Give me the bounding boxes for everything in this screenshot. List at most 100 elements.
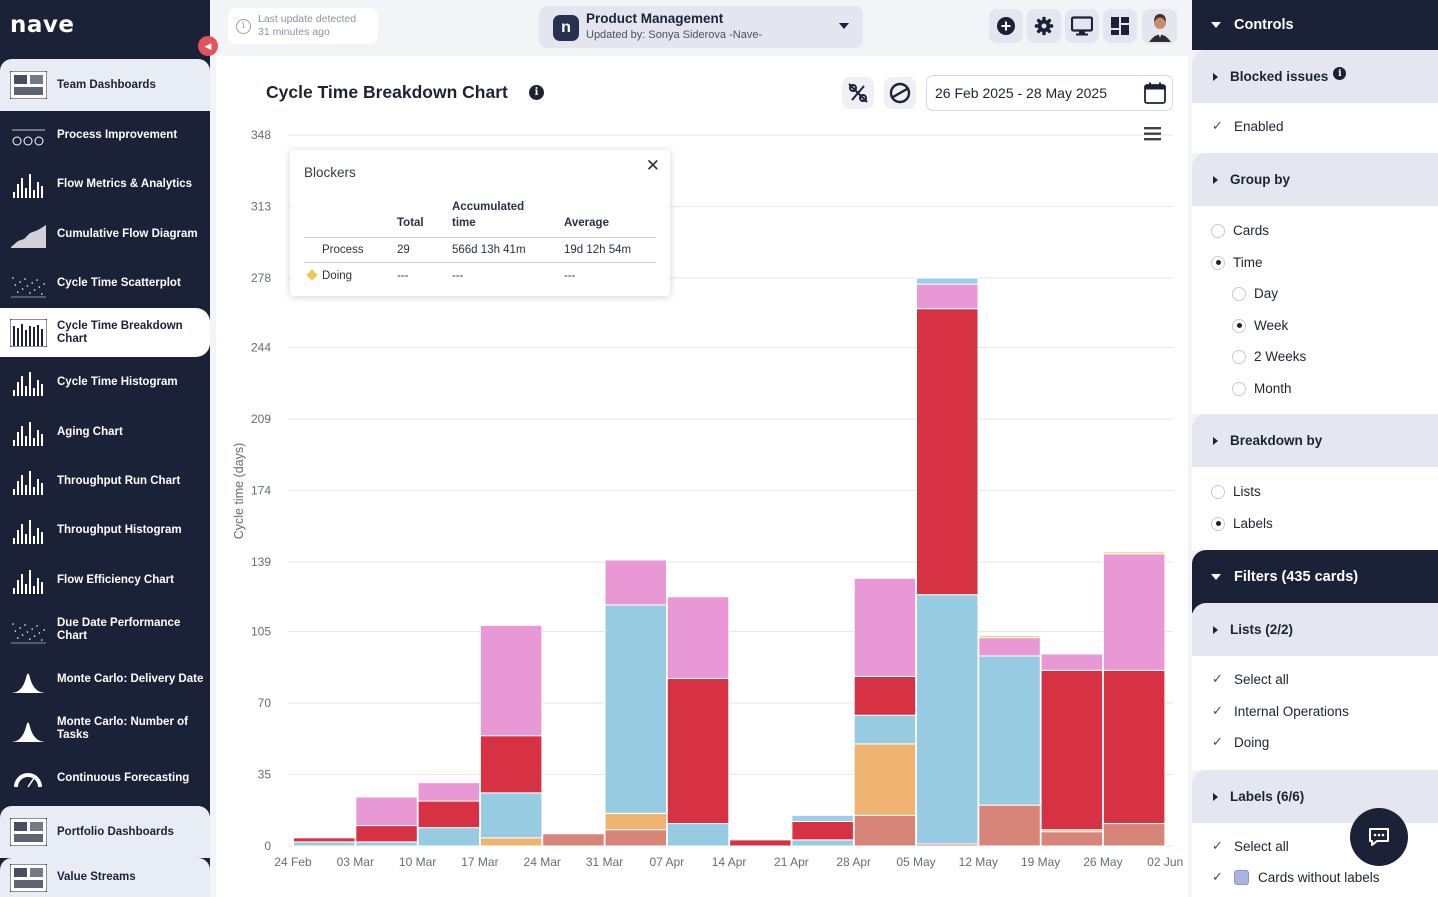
user-avatar[interactable] bbox=[1142, 9, 1177, 44]
bar-segment[interactable] bbox=[978, 655, 1041, 806]
sidebar-item-flow-metrics-analytics[interactable]: Flow Metrics & Analytics bbox=[0, 160, 210, 209]
breakdown-by-section[interactable]: Breakdown by bbox=[1192, 414, 1438, 467]
sidebar-item-team-dashboards[interactable]: Team Dashboards bbox=[0, 59, 210, 111]
tooltip-row-name: Doing bbox=[322, 270, 353, 282]
sidebar-item-value-streams[interactable]: Value Streams bbox=[0, 858, 210, 897]
bar-segment[interactable] bbox=[916, 308, 979, 596]
radio-2-weeks[interactable]: 2 Weeks bbox=[1232, 349, 1306, 364]
bar-segment[interactable] bbox=[355, 796, 418, 827]
layout-button[interactable] bbox=[1103, 9, 1137, 43]
blocked-issues-section[interactable]: Blocked issues i bbox=[1192, 50, 1438, 103]
radio-cards[interactable]: Cards bbox=[1211, 223, 1269, 238]
bar-segment[interactable] bbox=[355, 841, 418, 847]
bar-segment[interactable] bbox=[978, 804, 1041, 847]
chat-support-button[interactable] bbox=[1350, 808, 1408, 866]
sidebar-item-throughput-run-chart[interactable]: Throughput Run Chart bbox=[0, 457, 210, 506]
bar-segment[interactable] bbox=[417, 800, 481, 829]
group-by-section[interactable]: Group by bbox=[1192, 153, 1438, 206]
bar-segment[interactable] bbox=[916, 283, 979, 310]
bar-segment[interactable] bbox=[604, 559, 667, 606]
info-icon[interactable]: i bbox=[529, 85, 544, 100]
board-selector[interactable]: n Product Management Updated by: Sonya S… bbox=[539, 6, 863, 48]
radio-month[interactable]: Month bbox=[1232, 381, 1292, 396]
sidebar-item-portfolio-dashboards[interactable]: Portfolio Dashboards bbox=[0, 806, 210, 858]
collapse-sidebar-button[interactable]: ◀ bbox=[198, 36, 218, 56]
radio-lists[interactable]: Lists bbox=[1211, 484, 1261, 499]
radio-day[interactable]: Day bbox=[1232, 286, 1278, 301]
filters-header[interactable]: Filters (435 cards) bbox=[1192, 550, 1438, 603]
bar-segment[interactable] bbox=[1040, 653, 1104, 671]
bar-segment[interactable] bbox=[729, 839, 792, 847]
labels-filter-section[interactable]: Labels (6/6) bbox=[1192, 770, 1438, 823]
sidebar-item-flow-efficiency-chart[interactable]: Flow Efficiency Chart bbox=[0, 556, 210, 605]
bar-segment[interactable] bbox=[978, 637, 1041, 657]
bar-segment[interactable] bbox=[293, 837, 356, 843]
bar-segment[interactable] bbox=[791, 820, 854, 841]
bar-segment[interactable] bbox=[666, 823, 730, 847]
sidebar-item-continuous-forecasting[interactable]: Continuous Forecasting bbox=[0, 754, 210, 803]
bar-segment[interactable] bbox=[479, 792, 543, 839]
radio-time[interactable]: Time bbox=[1211, 255, 1263, 270]
calendar-icon[interactable] bbox=[1144, 82, 1166, 104]
bar-segment[interactable] bbox=[355, 825, 418, 843]
bar-segment[interactable] bbox=[916, 277, 979, 285]
lists-filter-section[interactable]: Lists (2/2) bbox=[1192, 603, 1438, 656]
sidebar-item-monte-carlo-number-of-tasks[interactable]: Monte Carlo: Number of Tasks bbox=[0, 704, 210, 753]
bar-segment[interactable] bbox=[1040, 831, 1104, 847]
bar-segment[interactable] bbox=[604, 829, 667, 847]
select-all-labels-checkbox[interactable]: ✓ Select all bbox=[1212, 839, 1289, 854]
sidebar-item-monte-carlo-delivery-date[interactable]: Monte Carlo: Delivery Date bbox=[0, 655, 210, 704]
percentage-toggle-button[interactable] bbox=[842, 77, 874, 109]
bar-segment[interactable] bbox=[853, 675, 917, 716]
bar-segment[interactable] bbox=[1102, 669, 1166, 825]
sidebar-item-aging-chart[interactable]: Aging Chart bbox=[0, 408, 210, 457]
sidebar-item-throughput-histogram[interactable]: Throughput Histogram bbox=[0, 506, 210, 555]
bar-segment[interactable] bbox=[479, 735, 543, 794]
exclude-toggle-button[interactable] bbox=[884, 77, 916, 109]
bar-segment[interactable] bbox=[791, 814, 854, 822]
nave-logo[interactable]: nave bbox=[10, 12, 75, 38]
bar-segment[interactable] bbox=[542, 833, 605, 847]
bar-segment[interactable] bbox=[417, 827, 481, 847]
bar-segment[interactable] bbox=[1040, 669, 1104, 831]
info-icon[interactable]: i bbox=[1333, 67, 1347, 80]
internal-operations-checkbox[interactable]: ✓ Internal Operations bbox=[1212, 704, 1349, 719]
date-range-picker[interactable]: 26 Feb 2025 - 28 May 2025 bbox=[926, 75, 1173, 111]
hamburger-menu-icon[interactable] bbox=[1144, 127, 1162, 141]
close-icon[interactable]: ✕ bbox=[645, 156, 660, 175]
bar-segment[interactable] bbox=[853, 577, 917, 677]
bar-segment[interactable] bbox=[666, 677, 730, 825]
bar-segment[interactable] bbox=[417, 782, 481, 802]
sidebar-item-cycle-time-scatterplot[interactable]: Cycle Time Scatterplot bbox=[0, 259, 210, 308]
bar-segment[interactable] bbox=[978, 635, 1041, 639]
controls-header[interactable]: Controls bbox=[1192, 0, 1438, 50]
radio-labels[interactable]: Labels bbox=[1211, 516, 1273, 531]
settings-button[interactable] bbox=[1027, 9, 1061, 43]
add-button[interactable] bbox=[989, 9, 1023, 43]
sidebar-item-cycle-time-breakdown-chart[interactable]: Cycle Time Breakdown Chart bbox=[0, 308, 210, 357]
bar-segment[interactable] bbox=[666, 596, 730, 679]
bar-segment[interactable] bbox=[1102, 553, 1166, 671]
bar-segment[interactable] bbox=[791, 839, 854, 847]
bar-segment[interactable] bbox=[479, 624, 543, 737]
bar-segment[interactable] bbox=[293, 841, 356, 847]
sidebar-item-due-date-performance-chart[interactable]: Due Date Performance Chart bbox=[0, 605, 210, 654]
sidebar-item-process-improvement[interactable]: Process Improvement bbox=[0, 111, 210, 160]
bar-segment[interactable] bbox=[1102, 823, 1166, 847]
select-all-lists-checkbox[interactable]: ✓ Select all bbox=[1212, 672, 1289, 687]
bar-segment[interactable] bbox=[853, 714, 917, 745]
bar-segment[interactable] bbox=[853, 743, 917, 816]
doing-checkbox[interactable]: ✓ Doing bbox=[1212, 735, 1269, 750]
cards-without-labels-checkbox[interactable]: ✓ Cards without labels bbox=[1212, 870, 1380, 885]
bar-segment[interactable] bbox=[479, 837, 543, 847]
bar-segment[interactable] bbox=[604, 604, 667, 814]
bar-segment[interactable] bbox=[604, 812, 667, 831]
sidebar-item-cumulative-flow-diagram[interactable]: Cumulative Flow Diagram bbox=[0, 210, 210, 259]
radio-week[interactable]: Week bbox=[1232, 318, 1288, 333]
bar-segment[interactable] bbox=[853, 814, 917, 847]
enabled-checkbox[interactable]: ✓ Enabled bbox=[1212, 119, 1284, 134]
sidebar-item-cycle-time-histogram[interactable]: Cycle Time Histogram bbox=[0, 358, 210, 407]
bar-segment[interactable] bbox=[916, 594, 979, 845]
tv-mode-button[interactable] bbox=[1065, 9, 1099, 43]
bar-segment[interactable] bbox=[1102, 551, 1166, 555]
